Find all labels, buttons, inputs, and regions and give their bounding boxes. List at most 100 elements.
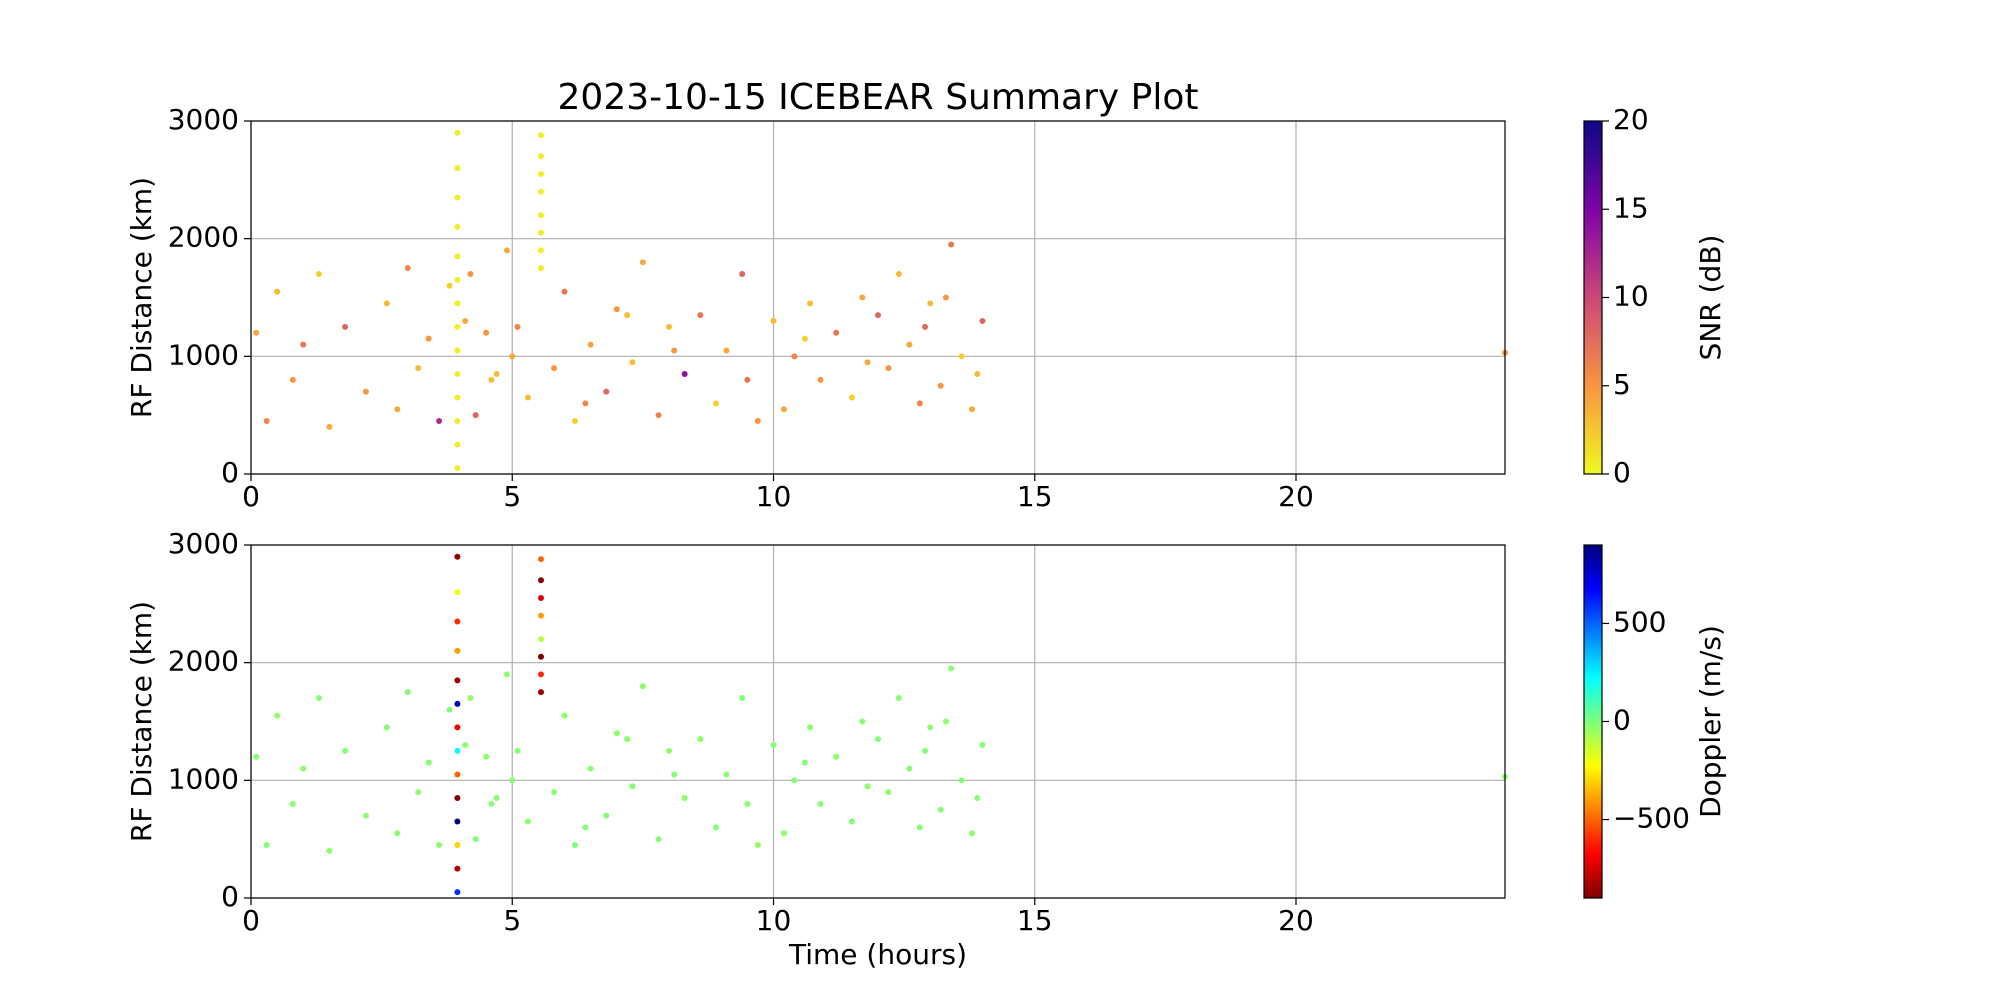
point <box>326 847 333 854</box>
colorbar <box>1583 120 1603 475</box>
point <box>537 594 544 601</box>
point <box>791 777 798 784</box>
point <box>454 394 461 401</box>
x-tick-label: 10 <box>756 480 792 513</box>
x-tick-label: 20 <box>1278 480 1314 513</box>
point <box>472 836 479 843</box>
point <box>537 612 544 619</box>
point <box>927 724 934 731</box>
x-tick-label: 5 <box>503 904 521 937</box>
point <box>629 783 636 790</box>
point <box>848 818 855 825</box>
point <box>524 394 531 401</box>
point <box>454 465 461 472</box>
point <box>666 323 672 330</box>
colorbar-label: Doppler (m/s) <box>1694 625 1727 818</box>
point <box>551 789 558 796</box>
point <box>454 370 461 377</box>
x-tick-label: 0 <box>242 480 260 513</box>
point <box>504 671 511 678</box>
point <box>571 842 578 849</box>
point <box>488 800 495 807</box>
point <box>859 294 866 301</box>
x-tick-label: 10 <box>756 904 792 937</box>
point <box>655 836 662 843</box>
point <box>462 742 469 749</box>
point <box>895 270 902 277</box>
point <box>454 818 461 825</box>
point <box>436 418 443 425</box>
point <box>817 376 824 383</box>
point <box>681 794 688 801</box>
point <box>394 830 401 837</box>
point <box>537 577 544 584</box>
point <box>524 818 531 825</box>
x-tick-label: 15 <box>1017 480 1053 513</box>
y-tick-label: 0 <box>221 456 239 489</box>
point <box>807 724 814 731</box>
point <box>537 212 544 219</box>
point <box>462 318 469 325</box>
x-tick-label: 5 <box>503 480 521 513</box>
point <box>274 712 281 719</box>
x-tick-label: 20 <box>1278 904 1314 937</box>
point <box>454 129 461 136</box>
point <box>927 300 934 307</box>
point <box>613 306 620 313</box>
point <box>537 636 544 643</box>
point <box>671 771 678 778</box>
point <box>817 800 824 807</box>
axes-frame <box>250 120 1506 475</box>
point <box>942 718 949 725</box>
x-axis-label: Time (hours) <box>788 938 967 971</box>
point <box>780 830 787 837</box>
point <box>744 800 751 807</box>
point <box>537 153 544 160</box>
y-tick-label: 2000 <box>168 645 239 678</box>
point <box>454 677 461 684</box>
x-tick-label: 15 <box>1017 904 1053 937</box>
point <box>639 683 646 690</box>
point <box>326 423 333 430</box>
point <box>488 376 495 383</box>
point <box>454 589 461 596</box>
point <box>916 824 923 831</box>
point <box>979 318 986 325</box>
point <box>425 759 432 766</box>
point <box>744 376 751 383</box>
point <box>454 418 461 425</box>
point <box>780 406 787 413</box>
point <box>655 412 662 419</box>
point <box>404 689 411 696</box>
point <box>537 188 544 195</box>
point <box>906 765 913 772</box>
point <box>537 556 544 563</box>
point <box>253 753 260 760</box>
point <box>509 777 516 784</box>
point <box>875 736 881 743</box>
point <box>454 441 461 448</box>
point <box>969 406 976 413</box>
point <box>875 312 881 319</box>
point <box>666 747 672 754</box>
point <box>467 270 474 277</box>
point <box>739 694 746 701</box>
point <box>723 347 730 354</box>
point <box>454 618 461 625</box>
point <box>969 830 976 837</box>
point <box>979 742 986 749</box>
point <box>671 347 678 354</box>
point <box>942 294 949 301</box>
point <box>342 747 349 754</box>
point <box>454 724 461 731</box>
point <box>425 335 432 342</box>
point <box>537 247 544 254</box>
point <box>454 647 461 654</box>
point <box>454 223 461 230</box>
point <box>509 353 516 360</box>
point <box>315 270 322 277</box>
point <box>263 418 270 425</box>
point <box>791 353 798 360</box>
point <box>454 347 461 354</box>
